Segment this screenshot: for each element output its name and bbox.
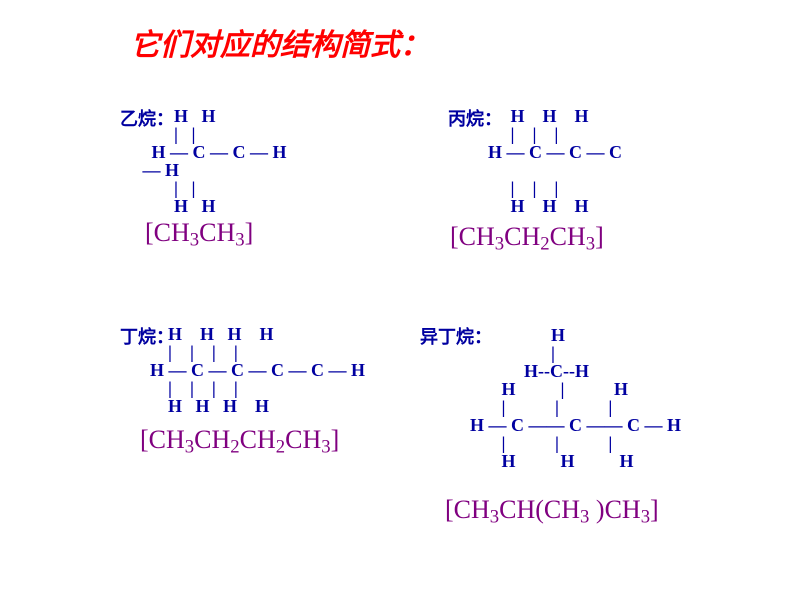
isobutane-structure: H | H--C--H H | H | | |H — C —— C —— C —… <box>470 326 681 470</box>
propane-formula: [CH3CH2CH3] <box>450 222 604 256</box>
ethane-formula: [CH3CH3] <box>145 218 253 252</box>
slide-root: { "colors": { "title": "#ff0000", "label… <box>0 0 794 596</box>
propane-structure: H H H | | | H — C — C — C | | | H H H <box>470 107 622 215</box>
ethane-structure: H H | | H — C — C — H — H | | H H <box>138 107 287 215</box>
slide-title: 它们对应的结构简式： <box>130 20 430 64</box>
butane-formula: [CH3CH2CH2CH3] <box>140 425 339 459</box>
isobutane-formula: [CH3CH(CH3 )CH3] <box>445 495 659 529</box>
butane-structure: H H H H | | | |H — C — C — C — C — H | |… <box>150 325 365 415</box>
